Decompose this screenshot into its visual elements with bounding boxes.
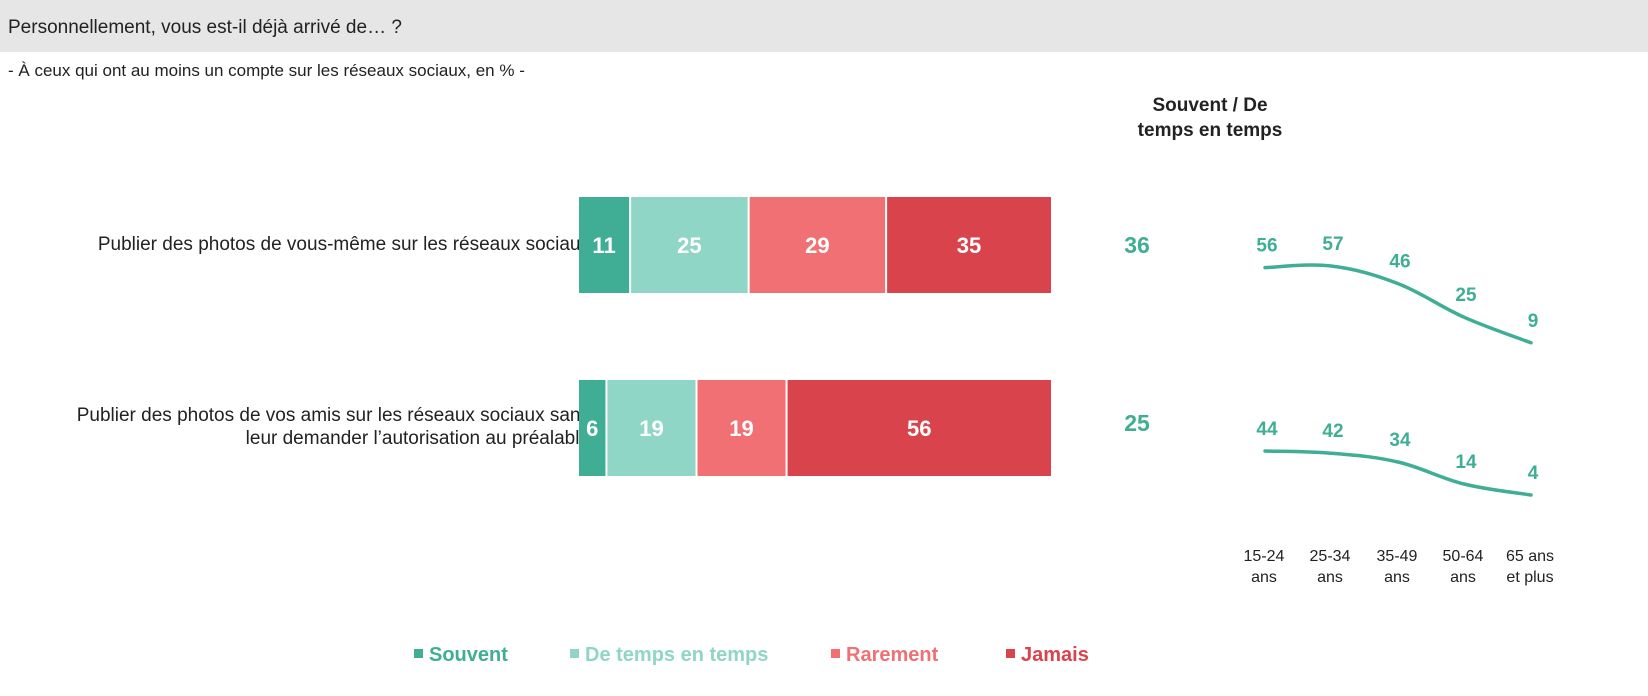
chart-title: Personnellement, vous est-il déjà arrivé…	[8, 17, 402, 38]
bar-label-jamais-row-2: 56	[907, 416, 931, 441]
summary-header-line-2: temps en temps	[1137, 120, 1283, 141]
row-label-2-line-2: leur demander l’autorisation au préalabl…	[245, 428, 590, 449]
age-axis-label-2-line-2: ans	[1317, 569, 1343, 586]
age-axis-label-3-line-1: 35-49	[1377, 548, 1418, 565]
bar-de-temps-en-temps-row-1	[631, 197, 748, 293]
row-label-1: Publier des photos de vous-même sur les …	[98, 233, 590, 256]
age-point-label-row-1-4: 25	[1455, 285, 1477, 306]
age-axis-label-1-line-1: 15-24	[1244, 548, 1285, 565]
bar-label-jamais-row-1: 35	[957, 233, 981, 258]
bar-label-rarement-row-1: 29	[805, 233, 829, 258]
row-label-1-line-1: Publier des photos de vous-même sur les …	[97, 234, 590, 255]
legend-item-jamais: Jamais	[1006, 644, 1089, 667]
chart-subtitle: - À ceux qui ont au moins un compte sur …	[8, 61, 525, 80]
bar-label-de-temps-en-temps-row-2: 19	[639, 416, 663, 441]
legend-swatch-souvent	[414, 649, 423, 658]
row-label-2-line-1: Publier des photos de vos amis sur les r…	[76, 405, 590, 426]
age-point-label-row-1-1: 56	[1256, 236, 1277, 257]
legend-label-rarement: Rarement	[846, 644, 939, 666]
bar-rarement-row-1	[749, 197, 886, 293]
bar-jamais-row-1	[887, 197, 1051, 293]
summary-value-row-1: 36	[1124, 232, 1150, 258]
legend-label-jamais: Jamais	[1021, 644, 1089, 666]
age-axis-label-4-line-2: ans	[1450, 569, 1476, 586]
age-axis-label-5-line-1: 65 ans	[1506, 548, 1554, 565]
age-line-row-2	[1263, 449, 1533, 497]
age-axis-label-3-line-2: ans	[1384, 569, 1410, 586]
bar-label-rarement-row-2: 19	[729, 416, 753, 441]
age-point-label-row-2-5: 4	[1528, 463, 1539, 484]
age-axis-label-4-line-1: 50-64	[1443, 548, 1484, 565]
bar-label-de-temps-en-temps-row-1: 25	[677, 233, 701, 258]
age-point-label-row-2-1: 44	[1256, 419, 1278, 440]
row-label-2: Publier des photos de vos amis sur les r…	[77, 404, 590, 450]
age-axis-label-1-line-2: ans	[1251, 569, 1277, 586]
age-point-label-row-1-3: 46	[1389, 252, 1410, 273]
legend-label-de-temps-en-temps: De temps en temps	[585, 644, 769, 666]
bar-de-temps-en-temps-row-2	[607, 380, 696, 476]
bar-jamais-row-2	[787, 380, 1051, 476]
age-point-label-row-2-4: 14	[1455, 452, 1477, 473]
age-point-label-row-1-5: 9	[1528, 311, 1539, 332]
legend-item-de-temps-en-temps: De temps en temps	[570, 644, 768, 667]
age-line-row-1	[1263, 263, 1533, 345]
legend-label-souvent: Souvent	[429, 644, 508, 666]
age-axis-label-2-line-1: 25-34	[1310, 548, 1351, 565]
title-bar: Personnellement, vous est-il déjà arrivé…	[0, 0, 1648, 52]
legend-item-souvent: Souvent	[414, 644, 508, 667]
age-point-label-row-2-3: 34	[1389, 430, 1411, 451]
legend-swatch-rarement	[831, 649, 840, 658]
bar-label-souvent-row-1: 11	[592, 233, 615, 258]
summary-header-line-1: Souvent / De	[1152, 95, 1268, 116]
age-point-label-row-2-2: 42	[1322, 421, 1343, 442]
summary-value-row-2: 25	[1124, 410, 1150, 436]
age-point-label-row-1-2: 57	[1322, 234, 1343, 255]
legend-swatch-jamais	[1006, 649, 1015, 658]
summary-header: Souvent / De temps en temps	[1100, 93, 1320, 143]
legend-swatch-de-temps-en-temps	[570, 649, 579, 658]
bar-rarement-row-2	[697, 380, 786, 476]
legend-item-rarement: Rarement	[831, 644, 938, 667]
age-axis-label-5-line-2: et plus	[1506, 569, 1553, 586]
legend: Souvent De temps en temps Rarement Jamai…	[0, 644, 1648, 674]
